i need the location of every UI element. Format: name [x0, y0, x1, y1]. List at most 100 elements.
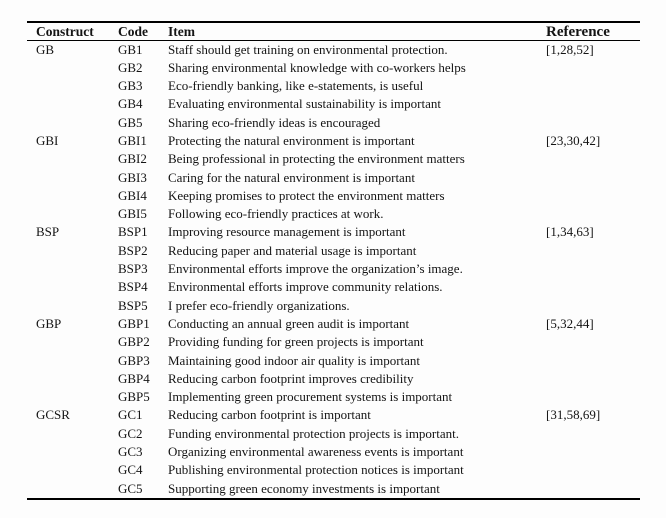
reference-cell [546, 388, 640, 406]
code-cell: BSP4 [118, 279, 148, 295]
table-row: GBP GBP1 Conducting an annual green audi… [27, 315, 640, 333]
item-cell: Keeping promises to protect the environm… [168, 187, 445, 203]
reference-cell [546, 260, 640, 278]
code-cell: GC5 [118, 480, 143, 496]
code-cell: GB3 [118, 78, 143, 94]
item-cell: Publishing environmental protection noti… [168, 462, 464, 478]
construct-cell [27, 480, 118, 499]
construct-cell [27, 205, 118, 223]
table-row: BSP4 Environmental efforts improve commu… [27, 278, 640, 296]
code-cell: GBP4 [118, 370, 150, 386]
header-item: Item [168, 23, 195, 39]
table-row: GBI GBI1 Protecting the natural environm… [27, 132, 640, 150]
construct-cell: BSP [36, 224, 60, 240]
header-code: Code [118, 23, 148, 39]
construct-cell: GB [36, 41, 55, 57]
construct-cell: GCSR [36, 407, 70, 423]
item-cell: Protecting the natural environment is im… [168, 132, 415, 148]
table-row: GBI4 Keeping promises to protect the env… [27, 187, 640, 205]
item-cell: Staff should get training on environment… [168, 41, 448, 57]
item-cell: I prefer eco-friendly organizations. [168, 297, 350, 313]
code-cell: GBI5 [118, 206, 147, 222]
table-row: GBI3 Caring for the natural environment … [27, 169, 640, 187]
table-header: Construct Code Item Reference [27, 22, 640, 40]
reference-cell: [5,32,44] [546, 315, 594, 331]
item-cell: Maintaining good indoor air quality is i… [168, 352, 421, 368]
table-row: GCSR GC1 Reducing carbon footprint is im… [27, 406, 640, 424]
construct-cell [27, 425, 118, 443]
header-construct: Construct [36, 23, 94, 39]
code-cell: GBP2 [118, 334, 150, 350]
item-cell: Environmental efforts improve the organi… [168, 261, 463, 277]
item-cell: Conducting an annual green audit is impo… [168, 315, 410, 331]
code-cell: GBP3 [118, 352, 150, 368]
reference-cell [546, 150, 640, 168]
reference-cell [546, 77, 640, 95]
reference-cell [546, 370, 640, 388]
construct-cell: GBI [36, 132, 59, 148]
code-cell: GBI2 [118, 151, 147, 167]
construct-cell [27, 333, 118, 351]
item-cell: Providing funding for green projects is … [168, 334, 424, 350]
construct-cell [27, 297, 118, 315]
code-cell: BSP2 [118, 242, 148, 258]
table-body: GB GB1 Staff should get training on envi… [27, 40, 640, 499]
item-cell: Sharing eco-friendly ideas is encouraged [168, 114, 381, 130]
construct-items-table: Construct Code Item Reference GB GB1 Sta… [27, 21, 640, 500]
reference-cell: [1,28,52] [546, 41, 594, 57]
header-reference: Reference [546, 23, 610, 40]
construct-cell [27, 278, 118, 296]
construct-cell [27, 388, 118, 406]
reference-cell [546, 59, 640, 77]
code-cell: GBI1 [118, 132, 147, 148]
reference-cell: [31,58,69] [546, 407, 601, 423]
table-row: BSP BSP1 Improving resource management i… [27, 223, 640, 241]
table-row: GBI5 Following eco-friendly practices at… [27, 205, 640, 223]
construct-cell [27, 59, 118, 77]
construct-cell [27, 77, 118, 95]
item-cell: Reducing carbon footprint improves credi… [168, 370, 414, 386]
table-row: GBI2 Being professional in protecting th… [27, 150, 640, 168]
item-cell: Sharing environmental knowledge with co-… [168, 59, 466, 75]
reference-cell [546, 242, 640, 260]
reference-cell [546, 480, 640, 499]
item-cell: Environmental efforts improve community … [168, 279, 443, 295]
reference-cell [546, 114, 640, 132]
table-row: GB4 Evaluating environmental sustainabil… [27, 95, 640, 113]
table-row: GB3 Eco-friendly banking, like e-stateme… [27, 77, 640, 95]
code-cell: GBI4 [118, 187, 147, 203]
table-row: GB5 Sharing eco-friendly ideas is encour… [27, 114, 640, 132]
header-row: Construct Code Item Reference [27, 22, 640, 40]
code-cell: GBI3 [118, 169, 147, 185]
construct-cell [27, 461, 118, 479]
item-cell: Reducing carbon footprint is important [168, 407, 371, 423]
table-row: GB GB1 Staff should get training on envi… [27, 40, 640, 59]
code-cell: BSP1 [118, 224, 148, 240]
item-cell: Being professional in protecting the env… [168, 151, 465, 167]
item-cell: Implementing green procurement systems i… [168, 389, 453, 405]
construct-cell [27, 150, 118, 168]
reference-cell: [1,34,63] [546, 224, 594, 240]
code-cell: GBP1 [118, 315, 150, 331]
reference-cell [546, 461, 640, 479]
table-row: GBP2 Providing funding for green project… [27, 333, 640, 351]
table-row: GBP3 Maintaining good indoor air quality… [27, 352, 640, 370]
item-cell: Organizing environmental awareness event… [168, 444, 464, 460]
reference-cell [546, 297, 640, 315]
code-cell: GB4 [118, 96, 143, 112]
table-row: BSP3 Environmental efforts improve the o… [27, 260, 640, 278]
code-cell: GC4 [118, 462, 143, 478]
table-row: GB2 Sharing environmental knowledge with… [27, 59, 640, 77]
code-cell: GC2 [118, 425, 143, 441]
construct-cell [27, 370, 118, 388]
construct-cell [27, 114, 118, 132]
code-cell: GC1 [118, 407, 143, 423]
reference-cell [546, 333, 640, 351]
reference-cell [546, 425, 640, 443]
code-cell: BSP5 [118, 297, 148, 313]
item-cell: Caring for the natural environment is im… [168, 169, 415, 185]
reference-cell [546, 278, 640, 296]
table-row: GC4 Publishing environmental protection … [27, 461, 640, 479]
construct-cell [27, 260, 118, 278]
